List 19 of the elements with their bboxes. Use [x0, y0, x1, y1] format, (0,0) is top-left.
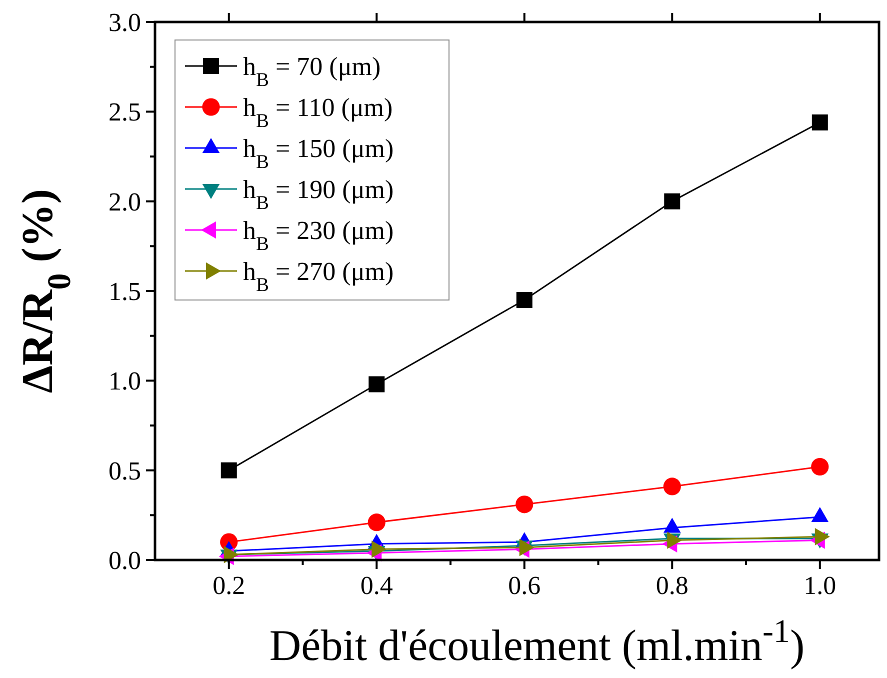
y-tick-label: 1.5 [108, 277, 141, 306]
x-tick-label: 1.0 [804, 571, 836, 600]
y-tick-label: 3.0 [108, 8, 141, 37]
x-axis-title: Débit d'écoulement (ml.min$^{-1}$) [269, 614, 805, 670]
legend-label: h$_{B}$ = 110 (μm) [243, 93, 393, 132]
y-tick-label: 2.5 [108, 98, 141, 127]
y-tick-label: 0.0 [108, 546, 141, 575]
legend-label: h$_{B}$ = 150 (μm) [243, 134, 394, 172]
y-tick-label: 2.0 [108, 187, 141, 216]
legend-label: h$_{B}$ = 270 (μm) [243, 257, 394, 296]
x-tick-label: 0.8 [656, 571, 688, 600]
legend-label: h$_{B}$ = 70 (μm) [243, 52, 381, 90]
y-tick-label: 1.0 [108, 366, 141, 396]
legend-label: h$_{B}$ = 190 (μm) [243, 175, 394, 214]
y-tick-label: 0.5 [108, 456, 141, 486]
legend-label: h$_{B}$ = 230 (μm) [243, 216, 394, 254]
x-tick-label: 0.2 [212, 571, 246, 600]
x-tick-label: 0.6 [508, 571, 541, 600]
x-tick-label: 0.4 [360, 571, 393, 600]
